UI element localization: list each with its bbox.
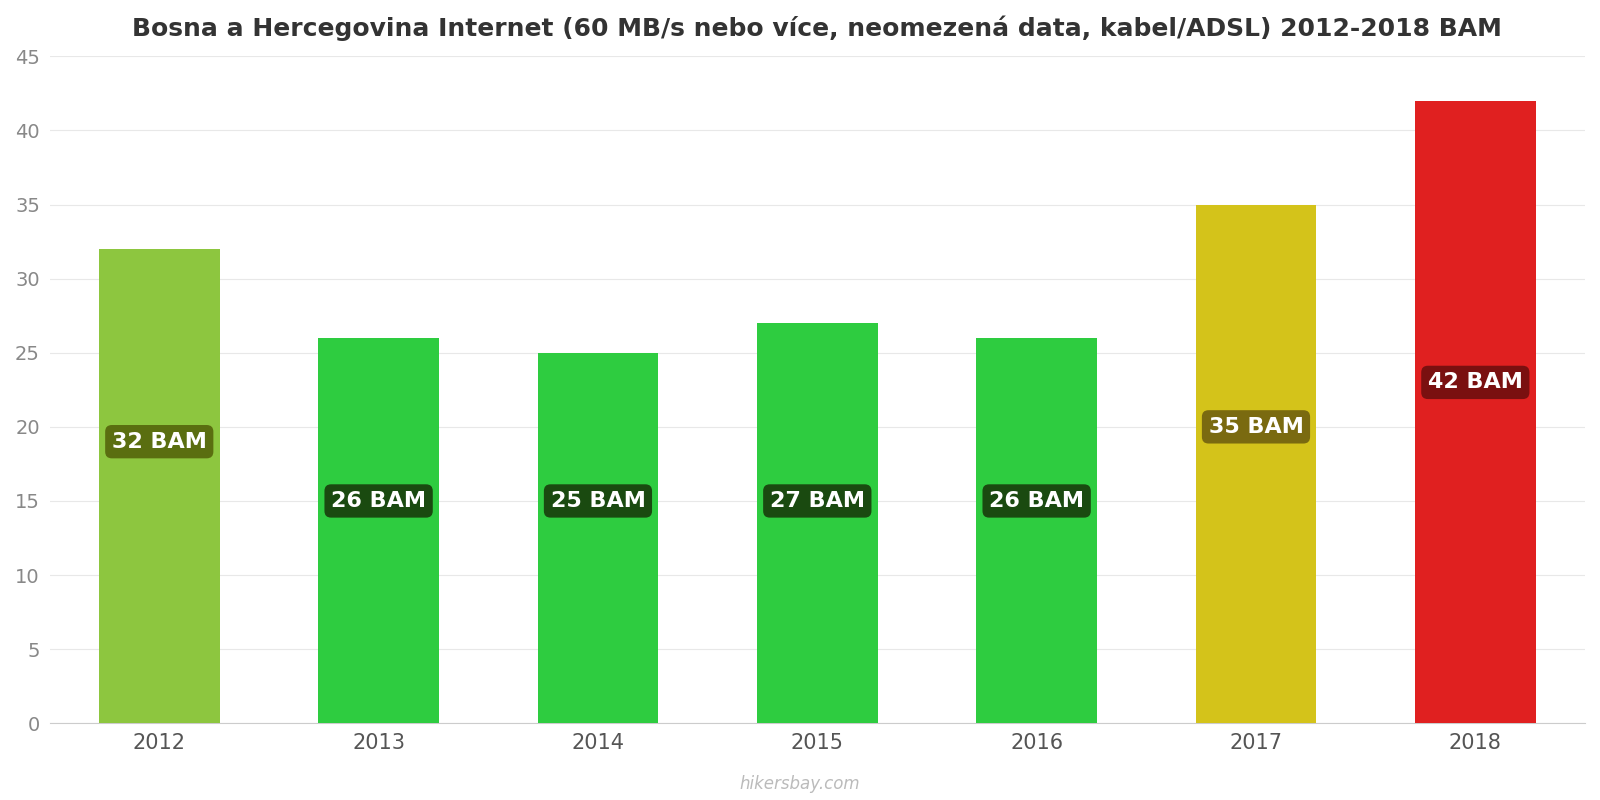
Text: hikersbay.com: hikersbay.com	[739, 775, 861, 793]
Title: Bosna a Hercegovina Internet (60 MB/s nebo více, neomezená data, kabel/ADSL) 201: Bosna a Hercegovina Internet (60 MB/s ne…	[133, 15, 1502, 41]
Bar	[99, 249, 219, 723]
Text: 25 BAM: 25 BAM	[550, 491, 645, 511]
Text: 35 BAM: 35 BAM	[1208, 417, 1304, 437]
Bar	[1195, 205, 1317, 723]
Text: 42 BAM: 42 BAM	[1427, 372, 1523, 392]
Text: 26 BAM: 26 BAM	[989, 491, 1085, 511]
Text: 32 BAM: 32 BAM	[112, 432, 206, 452]
Bar	[318, 338, 438, 723]
Bar	[757, 323, 878, 723]
Bar	[1414, 101, 1536, 723]
Bar	[976, 338, 1098, 723]
Text: 27 BAM: 27 BAM	[770, 491, 864, 511]
Text: 26 BAM: 26 BAM	[331, 491, 426, 511]
Bar	[538, 353, 658, 723]
